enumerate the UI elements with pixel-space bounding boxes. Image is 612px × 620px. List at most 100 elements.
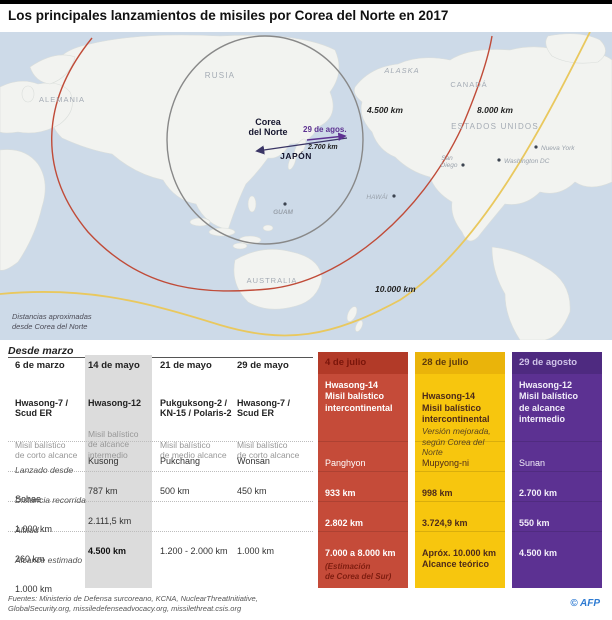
landmass-eurasia: [50, 34, 340, 231]
missile-type: Misil balístico de alcance intermedio: [88, 429, 139, 460]
trajectory-group: [255, 132, 348, 155]
world-map: RUSIA ALEMANIA ALASKA CANADÁ ESTADOS UNI…: [0, 32, 612, 340]
site-value: Pukchang: [160, 456, 201, 466]
row-separator: [8, 501, 313, 502]
missile-name: Hwasong-7 / Scud ER: [237, 397, 291, 419]
landmass-south-america: [491, 246, 571, 340]
distance-value: 787 km: [88, 486, 118, 496]
trajectory-date-arrow: [306, 132, 347, 141]
trajectory-date-label: 29 de agos.: [303, 125, 347, 134]
row-separator: [318, 471, 408, 472]
row-separator: [8, 441, 313, 442]
map-label-guam: GUAM: [273, 209, 293, 216]
altitude-value: 260 km: [15, 554, 45, 565]
row-separator: [415, 441, 505, 442]
missile-cell: Hwasong-7 / Scud ER Misil balístico de c…: [237, 378, 313, 480]
row-separator: [415, 531, 505, 532]
map-label-corea-line2: del Norte: [248, 127, 287, 137]
washington-dot: [497, 158, 501, 162]
row-separator: [512, 471, 602, 472]
landmass-britain: [21, 85, 35, 103]
landmass-indonesia-1: [189, 217, 211, 227]
ring-label-10000km: 10.000 km: [375, 284, 416, 294]
map-label-nueva-york: Nueva York: [541, 145, 575, 152]
column-28-de-julio: 28 de julio Hwasong-14 Misil balístico i…: [415, 352, 505, 588]
missile-type: Misil balístico de corto alcance: [237, 439, 300, 461]
landmass-indonesia-2: [208, 227, 236, 237]
column-header-14-mayo: 14 de mayo: [88, 360, 140, 371]
map-label-san: San: [441, 155, 453, 162]
row-separator: [512, 441, 602, 442]
missile-name: Hwasong-14 Misil balístico intercontinen…: [325, 380, 393, 413]
column-header-29-agosto: 29 de agosto: [512, 352, 602, 374]
altitude-value: 3.724,9 km: [422, 518, 468, 528]
table-section-title: Desde marzo: [8, 345, 74, 357]
landmass-africa: [0, 149, 46, 271]
row-separator: [8, 531, 313, 532]
altitude-value: 550 km: [519, 518, 550, 528]
map-label-australia: AUSTRALIA: [247, 276, 298, 285]
ring-label-8000km: 8.000 km: [477, 105, 513, 115]
missile-name: Hwasong-12 Misil balístico de alcance in…: [519, 380, 579, 424]
distance-value: 933 km: [325, 488, 356, 498]
map-label-hawai: HAWÁI: [366, 192, 387, 201]
landmass-indonesia-4: [262, 224, 274, 232]
row-separator: [512, 501, 602, 502]
column-header-28-julio: 28 de julio: [415, 352, 505, 374]
map-label-rusia: RUSIA: [205, 71, 235, 80]
missile-cell: Hwasong-7 / Scud ER Misil balístico de c…: [15, 378, 91, 480]
map-label-alemania: ALEMANIA: [39, 95, 85, 104]
range-note: (Estimación de Corea del Sur): [325, 562, 392, 581]
hawaii-dot: [392, 194, 396, 198]
range-value: Apróx. 10.000 km Alcance teórico: [422, 548, 497, 570]
site-value: Kusong: [88, 456, 119, 466]
altitude-value: 2.802 km: [325, 518, 364, 528]
map-label-corea-line1: Corea: [255, 117, 282, 127]
row-separator: [8, 471, 313, 472]
missile-name: Hwasong-14 Misil balístico intercontinen…: [422, 391, 490, 424]
column-header-29-mayo: 29 de mayo: [237, 360, 289, 371]
san-diego-dot: [461, 163, 465, 167]
map-label-canada: CANADÁ: [450, 80, 487, 89]
range-cell: Alcance estimado 1.000 km: [15, 535, 82, 615]
missile-note: Versión mejorada, según Corea del Norte: [422, 426, 491, 458]
distance-value: 500 km: [160, 486, 190, 496]
range-ring-8000km: [51, 35, 493, 292]
landmass-scandinavia: [29, 54, 76, 85]
missile-cell: Hwasong-12 Misil balístico de alcance in…: [88, 378, 164, 480]
map-label-diego: Diego: [441, 162, 458, 169]
range-ring-4500km: [166, 35, 364, 245]
landmass-europe: [0, 80, 73, 134]
page-title: Los principales lanzamientos de misiles …: [8, 8, 449, 23]
column-header-21-mayo: 21 de mayo: [160, 360, 212, 371]
landmass-new-zealand-1: [346, 306, 358, 322]
nueva-york-dot: [534, 145, 538, 149]
missile-name: Pukguksong-2 / KN-15 / Polaris-2: [160, 397, 232, 419]
site-value: Sunan: [519, 458, 546, 468]
data-table: Desde marzo 6 de marzo 14 de mayo 21 de …: [0, 345, 612, 594]
missile-type: Misil balístico de corto alcance: [15, 439, 78, 461]
distance-value: 450 km: [237, 486, 267, 496]
map-canvas: RUSIA ALEMANIA ALASKA CANADÁ ESTADOS UNI…: [0, 32, 612, 340]
site-value: Panghyon: [325, 458, 366, 468]
missile-trajectory-arrow: [255, 137, 348, 155]
map-labels: RUSIA ALEMANIA ALASKA CANADÁ ESTADOS UNI…: [39, 66, 575, 294]
range-value: 1.000 km: [15, 584, 53, 595]
landmass-new-zealand-2: [354, 320, 364, 332]
top-border: [0, 0, 612, 4]
row-label-distance: Distancia recorrida: [15, 494, 86, 505]
row-separator: [415, 501, 505, 502]
range-value: 4.500 km: [88, 546, 127, 556]
row-separator: [415, 471, 505, 472]
distance-cell: Distancia recorrida 1.000 km: [15, 475, 86, 555]
landmass-australia: [233, 249, 323, 310]
row-label-range: Alcance estimado: [15, 554, 83, 565]
row-separator: [512, 531, 602, 532]
row-label-altitude: Altitud: [15, 524, 39, 535]
landmass-philippines: [247, 195, 257, 213]
missile-cell: Pukguksong-2 / KN-15 / Polaris-2 Misil b…: [160, 378, 236, 480]
site-value: Sohae: [15, 494, 42, 505]
range-value: 7.000 a 8.000 km: [325, 548, 396, 558]
range-value: 1.000 km: [237, 546, 275, 556]
map-label-japon: JAPÓN: [280, 150, 312, 161]
